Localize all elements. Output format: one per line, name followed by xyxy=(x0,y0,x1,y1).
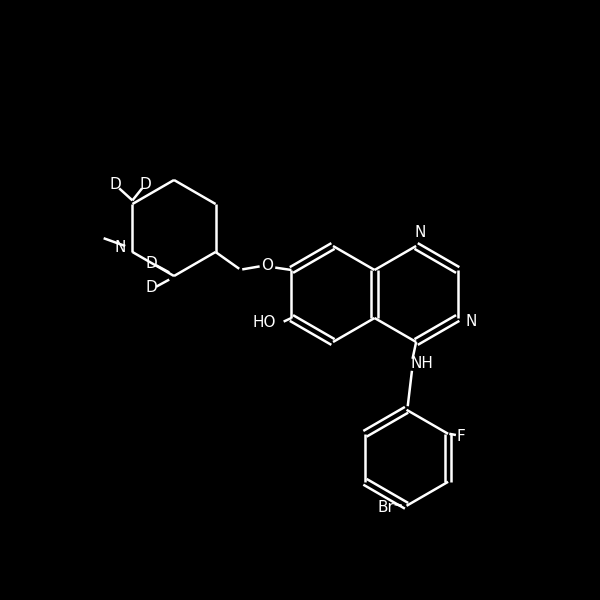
Text: N: N xyxy=(115,239,126,254)
Text: D: D xyxy=(140,177,152,192)
Text: N: N xyxy=(415,226,426,241)
Text: O: O xyxy=(262,258,274,272)
Text: F: F xyxy=(457,430,466,444)
Text: HO: HO xyxy=(252,316,275,331)
Text: D: D xyxy=(145,256,157,271)
Text: D: D xyxy=(145,280,157,295)
Text: NH: NH xyxy=(411,355,434,371)
Text: Br: Br xyxy=(377,499,394,514)
Text: D: D xyxy=(110,177,122,192)
Text: N: N xyxy=(465,314,476,329)
